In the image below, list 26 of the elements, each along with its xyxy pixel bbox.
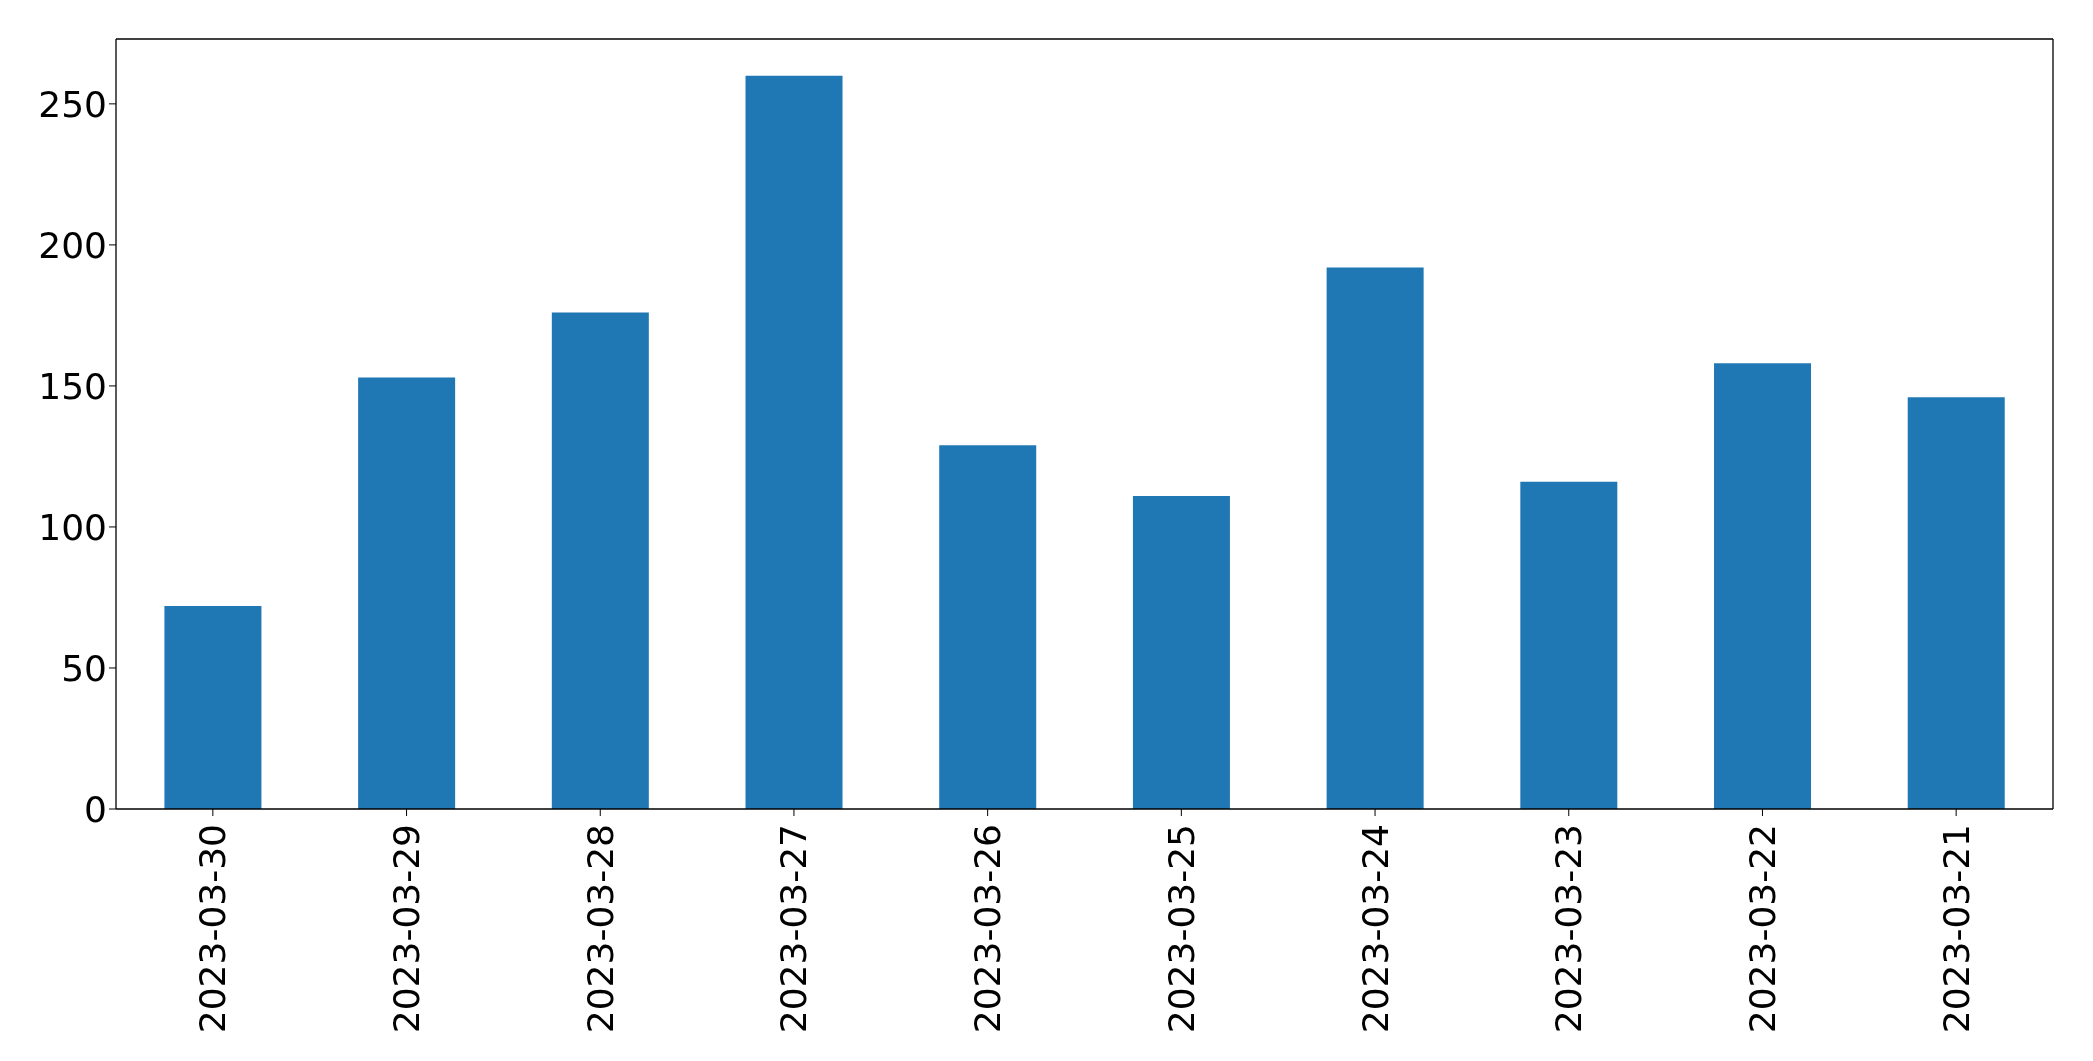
y-tick-label: 50 (61, 647, 107, 689)
bar (358, 377, 456, 809)
bar (1714, 363, 1812, 809)
x-tick-label: 2023-03-22 (1741, 824, 1783, 1034)
bar (1326, 267, 1424, 809)
bar (1907, 397, 2005, 809)
bar (164, 605, 262, 809)
bar (551, 312, 649, 809)
x-tick-label: 2023-03-27 (773, 824, 815, 1034)
x-tick-label: 2023-03-26 (967, 824, 1009, 1034)
x-tick-label: 2023-03-30 (192, 824, 234, 1034)
bar (1132, 495, 1230, 809)
x-tick-label: 2023-03-28 (579, 824, 621, 1034)
y-tick-label: 0 (84, 788, 107, 830)
bar (1520, 481, 1618, 809)
bar (939, 445, 1037, 809)
y-tick-label: 150 (38, 365, 107, 407)
x-tick-label: 2023-03-23 (1548, 824, 1590, 1034)
bar (745, 75, 843, 809)
x-tick-label: 2023-03-29 (386, 824, 428, 1034)
x-tick-label: 2023-03-24 (1354, 824, 1396, 1034)
y-tick-label: 200 (38, 224, 107, 266)
x-tick-label: 2023-03-21 (1935, 824, 1977, 1034)
y-tick-label: 250 (38, 83, 107, 125)
x-tick-label: 2023-03-25 (1160, 824, 1202, 1034)
y-tick-label: 100 (38, 506, 107, 548)
